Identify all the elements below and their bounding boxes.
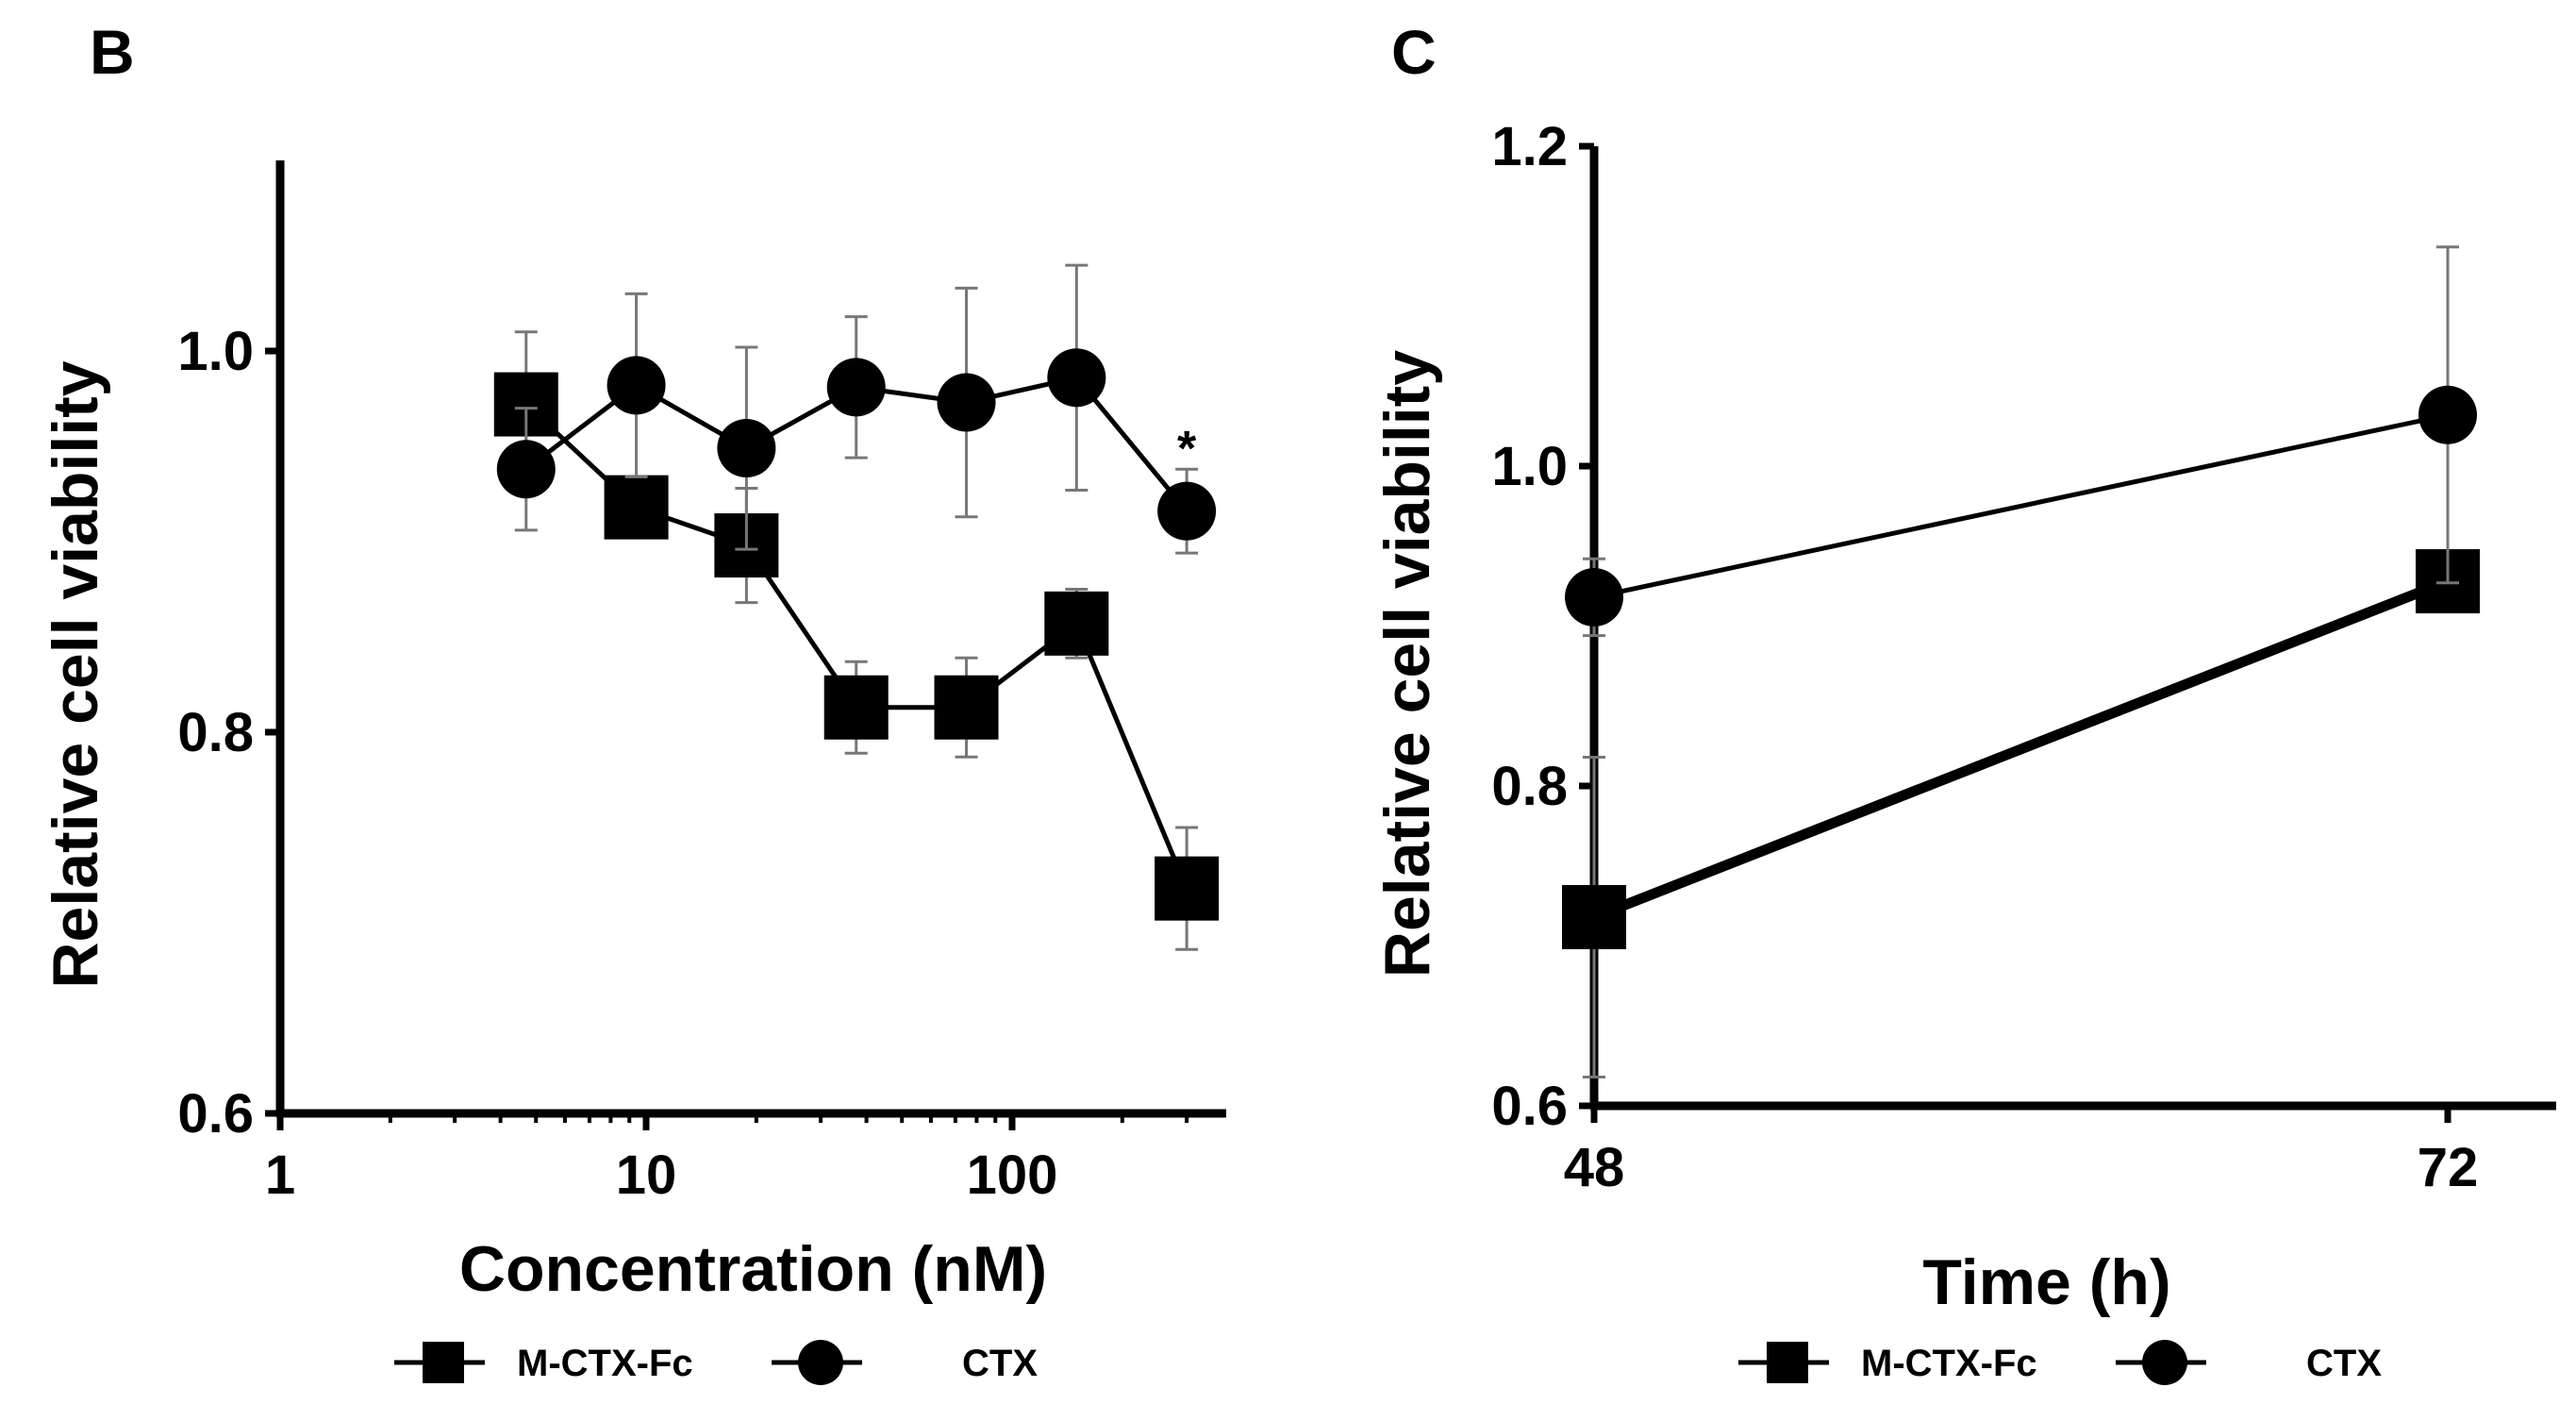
data-point-square [1044, 591, 1109, 656]
y-axis-title: Relative cell viability [1371, 350, 1443, 978]
x-axis-title: Time (h) [1922, 1246, 2170, 1318]
y-tick-label: 0.6 [177, 1083, 254, 1145]
legend-label: M-CTX-Fc [517, 1343, 693, 1384]
legend-item: CTX [2116, 1340, 2382, 1385]
panel-b: B 0.6 0.8 1.0 1 10 100 Relative cell viability C… [40, 17, 1226, 1385]
data-point-circle [937, 373, 996, 432]
legend-item: M-CTX-Fc [394, 1342, 693, 1384]
y-tick-label: 0.8 [177, 702, 254, 763]
x-tick-label: 100 [967, 1145, 1058, 1206]
data-point-square [1562, 884, 1626, 949]
series-line [1591, 576, 2451, 923]
data-point-circle [496, 440, 556, 499]
legend: M-CTX-Fc CTX [394, 1340, 1038, 1385]
x-axis-title: Concentration (nM) [459, 1233, 1047, 1305]
legend-item: CTX [772, 1340, 1038, 1385]
series-line [1593, 412, 2449, 600]
x-tick-label: 1 [265, 1145, 295, 1206]
y-tick-label: 0.6 [1491, 1076, 1568, 1137]
data-point-circle [717, 419, 776, 478]
data-point-circle [607, 356, 666, 415]
x-tick-label: 72 [2418, 1137, 2479, 1198]
data-point-square [823, 675, 889, 740]
data-point-circle [1157, 481, 1217, 541]
y-tick-label: 0.8 [1491, 756, 1568, 817]
panel-letter: C [1391, 17, 1437, 87]
legend-label: CTX [962, 1343, 1038, 1384]
legend-marker-circle [798, 1340, 843, 1385]
data-point-circle [2418, 385, 2477, 444]
legend-marker-circle [2142, 1340, 2187, 1385]
y-tick-label: 1.2 [1491, 116, 1568, 177]
data-point-square [1155, 856, 1220, 921]
legend-label: M-CTX-Fc [1861, 1343, 2037, 1384]
legend-marker-square [423, 1342, 464, 1383]
series-m-ctx-fc [1562, 549, 2480, 1078]
significance-marker: * [1177, 422, 1197, 476]
panel-letter: B [90, 17, 135, 87]
legend: M-CTX-Fc CTX [1738, 1340, 2382, 1385]
series-ctx [496, 263, 1217, 555]
legend-label: CTX [2306, 1343, 2382, 1384]
legend-marker-square [1767, 1342, 1808, 1383]
y-tick-label: 1.0 [177, 321, 254, 382]
data-point-circle [1047, 348, 1106, 408]
data-point-circle [826, 358, 886, 417]
series-ctx [1565, 245, 2477, 638]
y-axis-title: Relative cell viability [40, 360, 111, 988]
y-tick-label: 1.0 [1491, 436, 1568, 497]
panel-c: C 0.6 0.8 1.0 1.2 48 72 Relative cell viability… [1371, 17, 2556, 1385]
x-tick-label: 48 [1564, 1137, 1625, 1198]
x-tick-label: 10 [616, 1145, 677, 1206]
legend-item: M-CTX-Fc [1738, 1342, 2037, 1384]
data-point-square [934, 675, 999, 740]
data-point-circle [1565, 567, 1623, 627]
data-point-square [604, 475, 669, 540]
